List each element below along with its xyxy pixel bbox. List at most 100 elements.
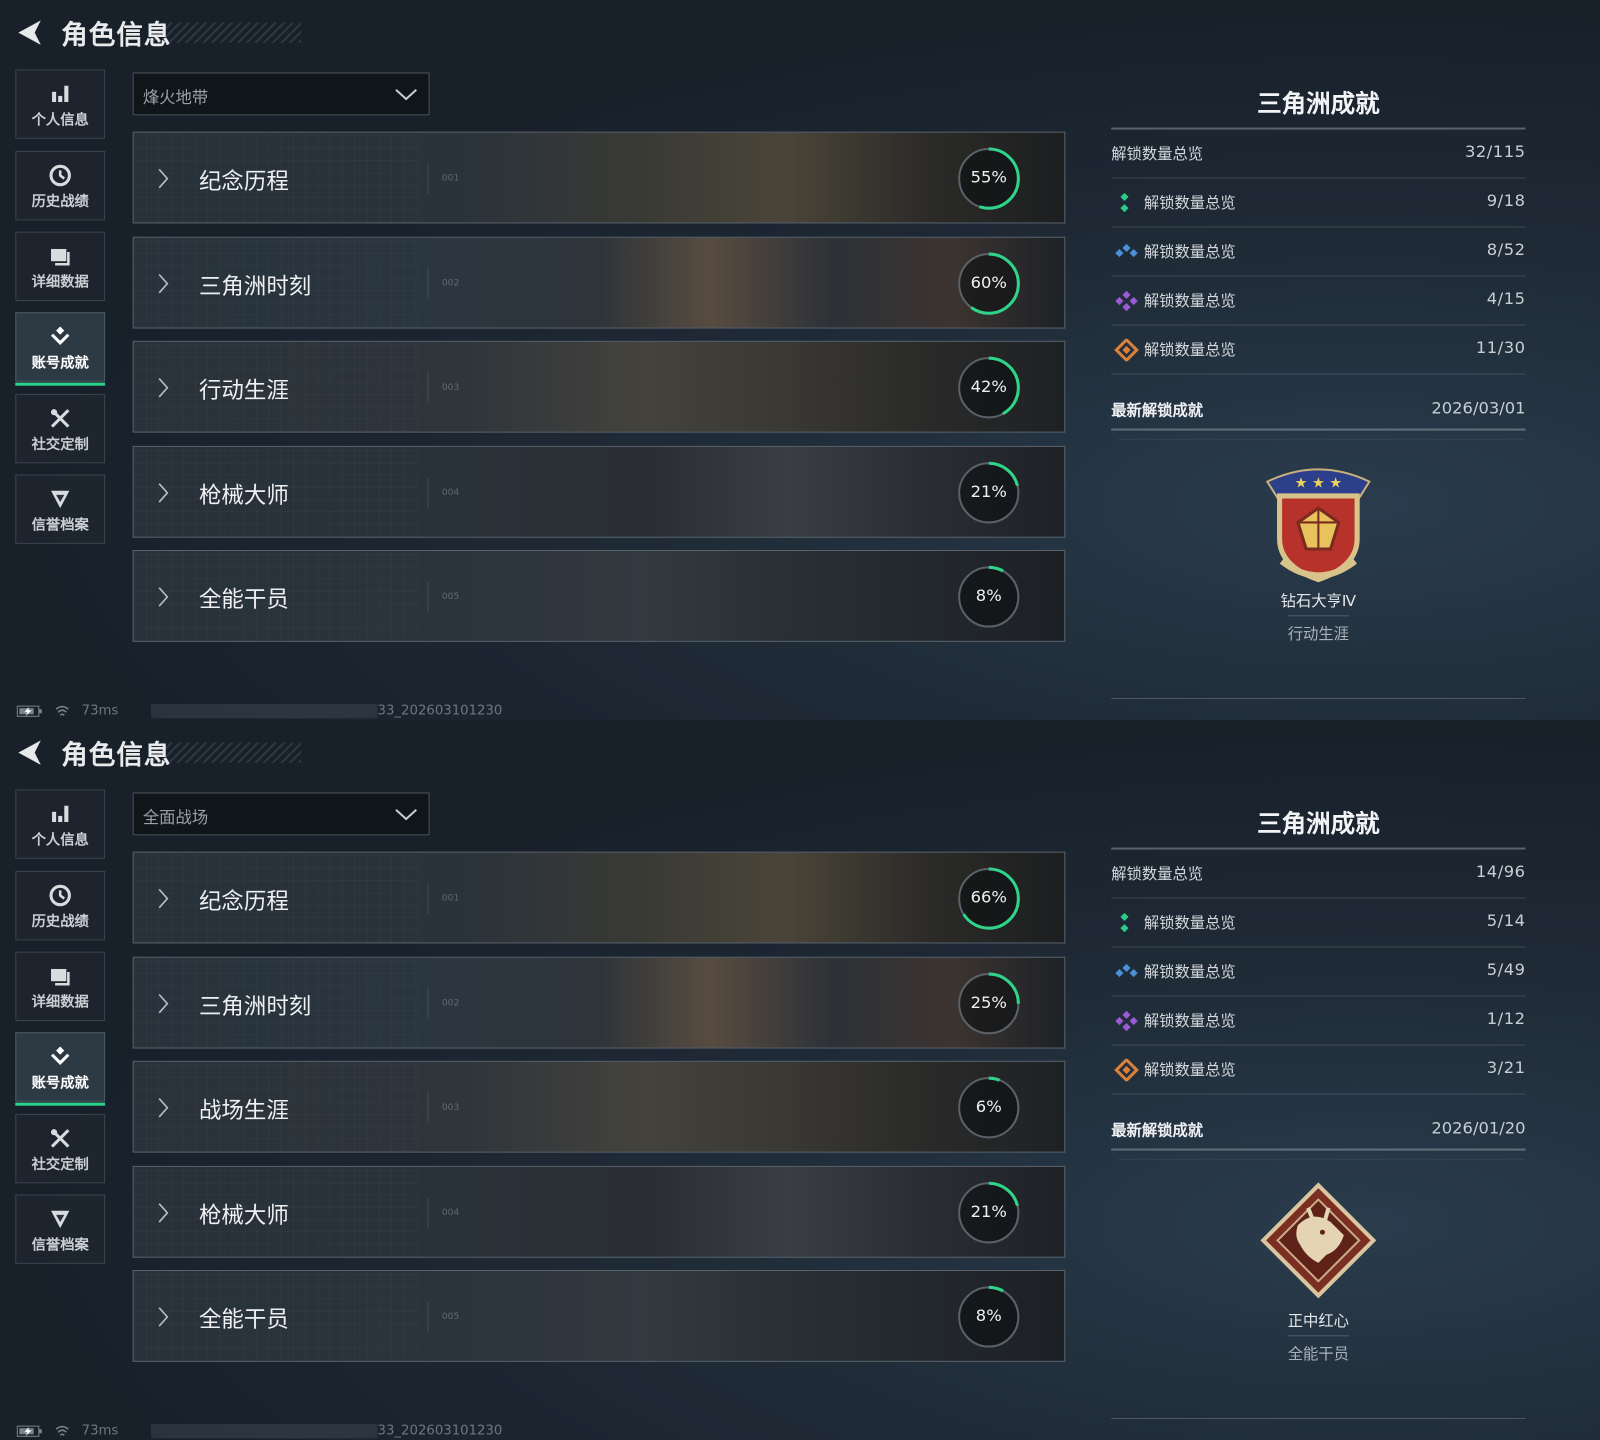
mode-dropdown[interactable]: 烽火地带	[132, 72, 430, 116]
divider	[1111, 324, 1526, 326]
progress-arc	[957, 565, 1020, 629]
latest-badge-card[interactable]	[1118, 438, 1526, 680]
sidebar-item-label: 信誉档案	[31, 517, 89, 534]
tier-row: 解锁数量总览 5/14	[1111, 899, 1525, 948]
category-number: 001	[441, 893, 460, 904]
grid-texture	[133, 1061, 420, 1152]
category-number: 004	[441, 487, 460, 498]
tier-row: 解锁数量总览 3/21	[1111, 1046, 1525, 1095]
tier-row: 解锁数量总览 1/12	[1111, 997, 1525, 1046]
sidebar-item-reputation[interactable]: 信誉档案	[15, 1194, 106, 1264]
progress-percent: 6%	[975, 1096, 1002, 1116]
divider	[1111, 1417, 1526, 1419]
title-decoration	[153, 22, 302, 43]
sidebar-item-achievements[interactable]: 账号成就	[15, 1032, 106, 1106]
divider	[427, 883, 429, 914]
sidebar-item-social[interactable]: 社交定制	[15, 393, 106, 464]
mode-dropdown[interactable]: 全面战场	[132, 792, 430, 836]
divider	[1287, 615, 1349, 617]
grid-texture	[133, 1271, 420, 1361]
tier-label: 解锁数量总览	[1143, 340, 1236, 360]
total-label: 解锁数量总览	[1111, 864, 1204, 884]
achievement-category-row[interactable]: 枪械大师 004 21%	[132, 445, 1066, 538]
achievement-category-row[interactable]: 纪念历程 001 55%	[132, 131, 1066, 224]
sidebar-item-achievements[interactable]: 账号成就	[15, 312, 106, 386]
badge-name: 正中红心	[1287, 1311, 1349, 1331]
achievement-category-row[interactable]: 全能干员 005 8%	[132, 549, 1066, 642]
sidebar-item-details[interactable]: 详细数据	[15, 231, 106, 302]
total-label: 解锁数量总览	[1111, 144, 1204, 164]
badge-category: 全能干员	[1287, 1344, 1349, 1363]
progress-ring	[957, 461, 1020, 524]
achievement-icon	[16, 1043, 104, 1070]
dropdown-value: 烽火地带	[142, 87, 209, 108]
progress-arc	[957, 252, 1020, 315]
divider	[427, 581, 429, 613]
category-number: 002	[441, 998, 460, 1009]
sidebar-item-label: 详细数据	[31, 994, 89, 1011]
back-arrow-icon[interactable]	[14, 736, 45, 769]
achievement-category-row[interactable]: 枪械大师 004 21%	[132, 1165, 1066, 1258]
latest-label: 最新解锁成就	[1111, 1121, 1204, 1140]
wifi-icon	[55, 705, 69, 716]
chevron-right-icon	[158, 587, 169, 607]
divider	[427, 1197, 429, 1228]
achievement-category-row[interactable]: 三角洲时刻 002 60%	[132, 236, 1066, 329]
sidebar-item-social[interactable]: 社交定制	[15, 1113, 106, 1184]
progress-ring	[957, 1285, 1020, 1349]
bar-chart-icon	[16, 801, 104, 828]
tier-label: 解锁数量总览	[1143, 1011, 1236, 1031]
grid-texture	[133, 341, 420, 432]
sidebar-item-label: 详细数据	[31, 274, 89, 291]
category-number: 001	[441, 173, 460, 184]
progress-ring	[957, 972, 1020, 1035]
divider	[427, 987, 429, 1019]
sidebar-item-profile[interactable]: 个人信息	[15, 789, 106, 859]
sidebar-item-label: 历史战绩	[31, 913, 89, 931]
tier-blue-icon	[1113, 961, 1140, 988]
grid-texture	[133, 237, 420, 328]
tier-label: 解锁数量总览	[1143, 1060, 1236, 1080]
tier-label: 解锁数量总览	[1143, 193, 1236, 213]
sidebar-item-details[interactable]: 详细数据	[15, 951, 106, 1022]
tier-value: 9/18	[1486, 190, 1526, 211]
grid-texture	[133, 957, 420, 1048]
chevron-right-icon	[158, 1307, 169, 1327]
divider	[427, 163, 429, 194]
achievement-category-row[interactable]: 全能干员 005 8%	[132, 1269, 1066, 1362]
progress-percent: 8%	[975, 1305, 1002, 1326]
tier-value: 3/21	[1486, 1057, 1526, 1078]
latest-badge-card[interactable]	[1118, 1158, 1526, 1400]
achievement-category-row[interactable]: 战场生涯 003 6%	[132, 1060, 1066, 1153]
sidebar-item-profile[interactable]: 个人信息	[15, 69, 106, 139]
category-name: 三角洲时刻	[198, 993, 312, 1020]
grid-texture	[133, 132, 420, 223]
progress-percent: 21%	[970, 481, 1007, 501]
tier-row: 解锁数量总览 8/52	[1111, 228, 1525, 277]
sidebar-item-reputation[interactable]: 信誉档案	[15, 474, 106, 544]
divider	[1111, 373, 1526, 375]
sidebar-item-history[interactable]: 历史战绩	[15, 151, 106, 221]
divider	[1111, 275, 1526, 277]
tier-orange-icon	[1113, 1057, 1140, 1086]
back-arrow-icon[interactable]	[14, 16, 45, 49]
bar-chart-icon	[16, 81, 104, 108]
chevron-right-icon	[158, 168, 169, 189]
progress-percent: 25%	[970, 991, 1007, 1012]
sidebar-item-history[interactable]: 历史战绩	[15, 871, 106, 941]
reputation-icon	[16, 486, 104, 513]
category-name: 三角洲时刻	[198, 273, 312, 300]
achievement-category-row[interactable]: 三角洲时刻 002 25%	[132, 956, 1066, 1049]
grid-texture	[133, 446, 420, 537]
divider	[427, 477, 429, 508]
folder-icon	[16, 963, 104, 990]
achievement-category-row[interactable]: 纪念历程 001 66%	[132, 851, 1066, 944]
tier-label: 解锁数量总览	[1143, 291, 1236, 311]
blurred-id	[151, 704, 378, 719]
dropdown-value: 全面战场	[142, 807, 209, 828]
achievement-category-row[interactable]: 行动生涯 003 42%	[132, 340, 1066, 433]
tier-blue-icon	[1113, 241, 1140, 268]
sidebar-item-label: 社交定制	[31, 1156, 89, 1174]
progress-percent: 60%	[970, 271, 1007, 292]
tier-green-icon	[1113, 912, 1135, 939]
